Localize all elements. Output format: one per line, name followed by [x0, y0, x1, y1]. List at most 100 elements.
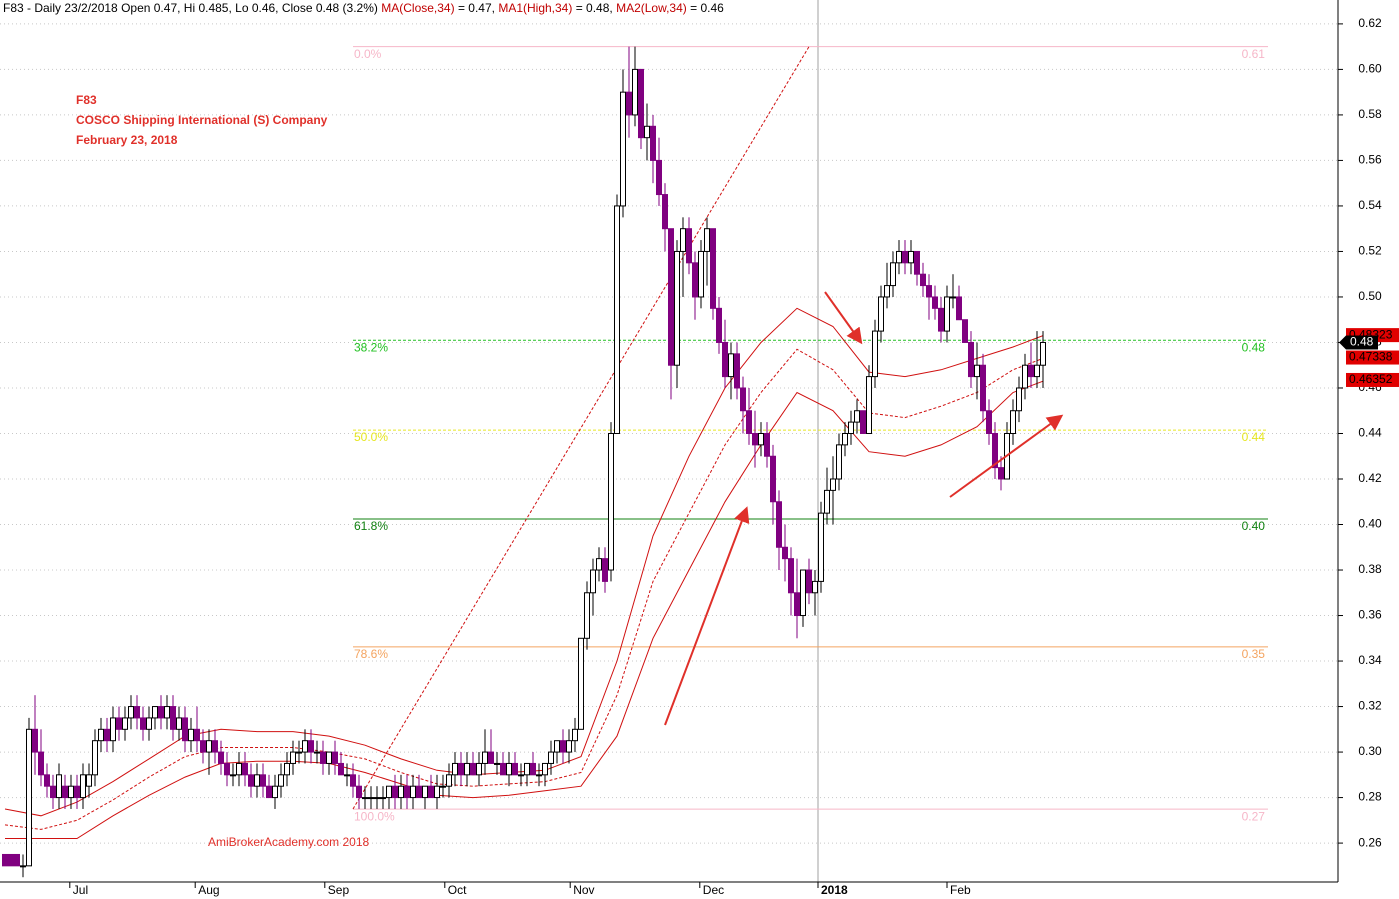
candle-body [373, 797, 380, 800]
candle-body [211, 740, 218, 753]
candle-body [463, 762, 470, 776]
candle-body [925, 285, 932, 298]
candle-body [775, 501, 782, 548]
candle-body [1015, 387, 1022, 412]
ma-value-label: 0.47338 [1349, 350, 1393, 364]
last-price-box [1339, 335, 1378, 350]
candle-body [865, 376, 872, 434]
candle-body [943, 296, 950, 332]
candle-body [979, 364, 986, 412]
y-tick-label: 0.50 [1358, 289, 1382, 303]
candle-body [781, 546, 788, 560]
candle-body [559, 740, 566, 753]
candle-body [667, 228, 674, 366]
candle-body [841, 432, 848, 446]
y-tick-label: 0.56 [1358, 153, 1382, 167]
candle-body [829, 478, 836, 491]
candle-body [889, 262, 896, 287]
candle-body [217, 751, 224, 764]
candle-body [61, 785, 68, 799]
fib-label: 100.0% [354, 809, 395, 823]
candle-body [379, 797, 386, 800]
candle-body [487, 751, 494, 764]
header-ma: MA(Close,34) [381, 1, 455, 15]
candle-body [85, 774, 92, 787]
candle-body [571, 728, 578, 742]
ma-value-label: 0.46352 [1349, 372, 1393, 386]
candle-body [883, 285, 890, 298]
candle-body [697, 250, 704, 298]
candle-body [691, 262, 698, 298]
y-tick-label: 0.60 [1358, 62, 1382, 76]
candle-body [331, 751, 338, 764]
candle-body [859, 410, 866, 434]
candle-body [679, 228, 686, 252]
candle-body [439, 785, 446, 788]
annotation-arrow [664, 506, 750, 726]
header-text: F83 - Daily 23/2/2018 Open 0.47, Hi 0.48… [3, 1, 378, 15]
fib-label: 0.0% [354, 47, 382, 61]
candle-body [745, 410, 752, 434]
y-tick-label: 0.62 [1358, 16, 1382, 30]
candle-body [763, 432, 770, 457]
candle-body [163, 706, 170, 719]
candle-body [481, 751, 488, 764]
candle-body [1, 853, 8, 867]
candle-body [685, 228, 692, 264]
candle-body [319, 751, 326, 764]
candle-body [769, 455, 776, 503]
candle-body [73, 785, 80, 799]
candle-body [721, 341, 728, 378]
candle-body [451, 762, 458, 776]
y-tick-label: 0.40 [1358, 517, 1382, 531]
candle-body [901, 250, 908, 264]
y-tick-label: 0.32 [1358, 699, 1382, 713]
x-tick-label: Sep [328, 883, 350, 897]
fib-label: 61.8% [354, 519, 388, 533]
candle-body [493, 762, 500, 765]
ma-value-box [1346, 350, 1399, 365]
candle-body [469, 762, 476, 776]
annotation-arrow [824, 291, 863, 345]
candle-body [385, 785, 392, 799]
candle-body [121, 717, 128, 730]
candle-body [919, 273, 926, 287]
candle-body [505, 762, 512, 776]
candle-body [259, 774, 266, 787]
candle-body [823, 489, 830, 514]
candle-body [337, 762, 344, 776]
y-tick-label: 0.42 [1358, 471, 1382, 485]
candle-body [631, 68, 638, 116]
candle-body [739, 387, 746, 412]
candle-body [985, 410, 992, 434]
fib-price-label: 0.44 [1242, 430, 1266, 444]
candle-body [913, 250, 920, 275]
candle-body [103, 728, 110, 742]
watermark: AmiBrokerAcademy.com 2018 [208, 835, 370, 849]
fib-price-label: 0.61 [1242, 47, 1266, 61]
candle-body [283, 762, 290, 776]
candle-body [37, 751, 44, 776]
candle-body [595, 558, 602, 571]
candle-body [931, 296, 938, 309]
candle-body [19, 865, 26, 868]
fib-label: 50.0% [354, 430, 388, 444]
candle-body [307, 740, 314, 753]
candle-body [421, 785, 428, 799]
candle-body [529, 762, 536, 776]
candle-body [157, 706, 164, 719]
ma-line [4, 348, 1044, 830]
candle-body [265, 785, 272, 799]
candle-body [133, 706, 140, 719]
candle-body [25, 728, 32, 867]
ma-line [4, 307, 1044, 817]
x-tick-label: 2018 [821, 883, 848, 897]
candle-body [67, 785, 74, 799]
candle-body [79, 774, 86, 799]
candle-body [409, 785, 416, 799]
y-tick-label: 0.26 [1358, 835, 1382, 849]
candle-body [1027, 364, 1034, 378]
candle-body [517, 774, 524, 777]
candle-body [355, 785, 362, 799]
